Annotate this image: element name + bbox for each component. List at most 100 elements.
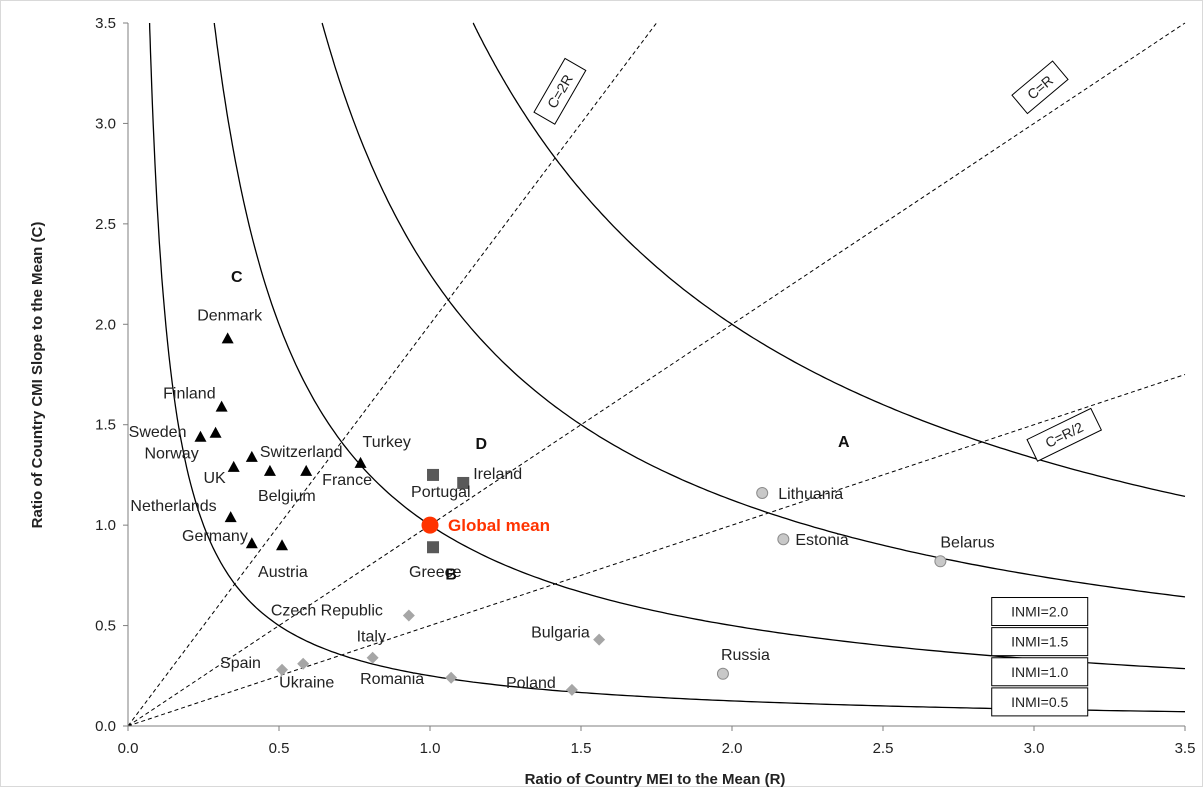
point-label-poland: Poland (506, 675, 556, 692)
point-label-romania: Romania (360, 671, 424, 688)
x-tick-label: 1.0 (420, 740, 441, 757)
point-label-france: France (322, 472, 372, 489)
point-belgium (263, 464, 276, 476)
axes: 0.0 0.5 1.0 1.5 2.0 2.5 3.0 3.5 0.0 0.5 1.0 1.5 2.0 2… (95, 15, 1195, 757)
reference-line-c-r (127, 22, 1186, 727)
y-tick-label: 1.5 (95, 417, 116, 434)
point-portugal (427, 468, 440, 481)
point-greece (427, 541, 440, 554)
point-label-spain: Spain (220, 655, 261, 672)
region-label-b: B (445, 566, 457, 583)
ref-label-frame (1011, 60, 1069, 115)
point-label-portugal: Portugal (411, 484, 471, 501)
point-label-greece: Greece (409, 564, 462, 581)
point-belarus (934, 555, 947, 568)
inmi-curve-inmi-1-5 (321, 22, 1186, 598)
point-labels: Denmark Finland Sweden Norway Switzerland UK B… (129, 307, 995, 692)
x-tick-label: 2.5 (873, 740, 894, 757)
point-bulgaria (593, 633, 606, 646)
point-label-switzerland: Switzerland (260, 444, 343, 461)
point-label-uk: UK (203, 470, 226, 487)
point-label-bulgaria: Bulgaria (531, 625, 590, 642)
inmi-label-frame (991, 687, 1089, 717)
inmi-label-text: INMI=2.0 (1011, 604, 1068, 620)
inmi-label-frame (991, 597, 1089, 627)
point-label-denmark: Denmark (197, 307, 263, 324)
point-italy (366, 651, 379, 664)
point-label-italy: Italy (357, 629, 386, 646)
point-label-netherlands: Netherlands (130, 498, 216, 515)
point-label-finland: Finland (163, 386, 215, 403)
global-mean-point (421, 516, 439, 534)
point-lithuania (756, 487, 769, 500)
point-netherlands (224, 511, 237, 523)
y-tick-label: 0.5 (95, 618, 116, 635)
point-germany (245, 537, 258, 549)
global-mean-label: Global mean (448, 516, 550, 535)
point-denmark (221, 332, 234, 344)
y-tick-label: 0.0 (95, 718, 116, 735)
inmi-curve-inmi-0-5 (148, 22, 1186, 713)
point-ukraine (297, 657, 310, 670)
point-france (300, 464, 313, 476)
inmi-label-text: INMI=0.5 (1011, 694, 1068, 710)
point-label-estonia: Estonia (795, 532, 848, 549)
inmi-label-box-inmi-0-5: INMI=0.5 (991, 687, 1089, 717)
inmi-label-text: INMI=1.0 (1011, 664, 1068, 680)
point-ireland (457, 476, 470, 489)
x-axis-title: Ratio of Country MEI to the Mean (R) (525, 771, 786, 787)
point-switzerland (245, 450, 258, 462)
point-spain (276, 663, 289, 676)
region-label-c: C (231, 269, 243, 286)
point-label-ireland: Ireland (473, 466, 522, 483)
region-label-a: A (838, 434, 850, 451)
inmi-label-frame (991, 657, 1089, 687)
y-axis-title: Ratio of Country CMI Slope to the Mean (… (29, 222, 46, 529)
inmi-curve-inmi-2-0 (472, 22, 1186, 498)
point-label-belgium: Belgium (258, 488, 316, 505)
point-norway (209, 426, 222, 438)
x-tick-label: 3.0 (1024, 740, 1045, 757)
point-label-belarus: Belarus (940, 534, 994, 551)
y-tick-label: 1.0 (95, 517, 116, 534)
point-russia (716, 667, 729, 680)
inmi-label-box-inmi-2-0: INMI=2.0 (991, 597, 1089, 627)
y-tick-label: 2.0 (95, 316, 116, 333)
point-turkey (354, 456, 367, 468)
point-poland (565, 683, 578, 696)
inmi-label-text: INMI=1.5 (1011, 634, 1068, 650)
point-sweden (194, 430, 207, 442)
inmi-label-frame (991, 627, 1089, 657)
region-label-d: D (476, 436, 488, 453)
point-austria (276, 539, 289, 551)
point-estonia (777, 533, 790, 546)
inmi-label-box-inmi-1-5: INMI=1.5 (991, 627, 1089, 657)
point-label-turkey: Turkey (363, 434, 411, 451)
point-label-lithuania: Lithuania (778, 486, 843, 503)
region-labels: A B C D (231, 269, 850, 583)
x-tick-label: 1.5 (571, 740, 592, 757)
point-label-czech-republic: Czech Republic (271, 603, 383, 620)
x-tick-label: 3.5 (1175, 740, 1196, 757)
point-uk (227, 460, 240, 472)
point-label-ukraine: Ukraine (279, 675, 334, 692)
x-tick-label: 2.0 (722, 740, 743, 757)
ref-label-frame (533, 57, 587, 125)
point-label-germany: Germany (182, 528, 248, 545)
point-label-norway: Norway (144, 446, 198, 463)
ref-label-frame (1026, 407, 1103, 462)
x-tick-label: 0.5 (269, 740, 290, 757)
inmi-curves (148, 22, 1186, 713)
data-points (194, 332, 947, 696)
point-romania (445, 671, 458, 684)
inmi-curve-inmi-1-0 (213, 22, 1186, 670)
point-label-sweden: Sweden (129, 424, 187, 441)
x-tick-label: 0.0 (118, 740, 139, 757)
y-tick-label: 3.0 (95, 115, 116, 132)
point-finland (215, 400, 228, 412)
point-label-russia: Russia (721, 647, 770, 664)
y-tick-label: 3.5 (95, 15, 116, 32)
y-tick-label: 2.5 (95, 216, 116, 233)
